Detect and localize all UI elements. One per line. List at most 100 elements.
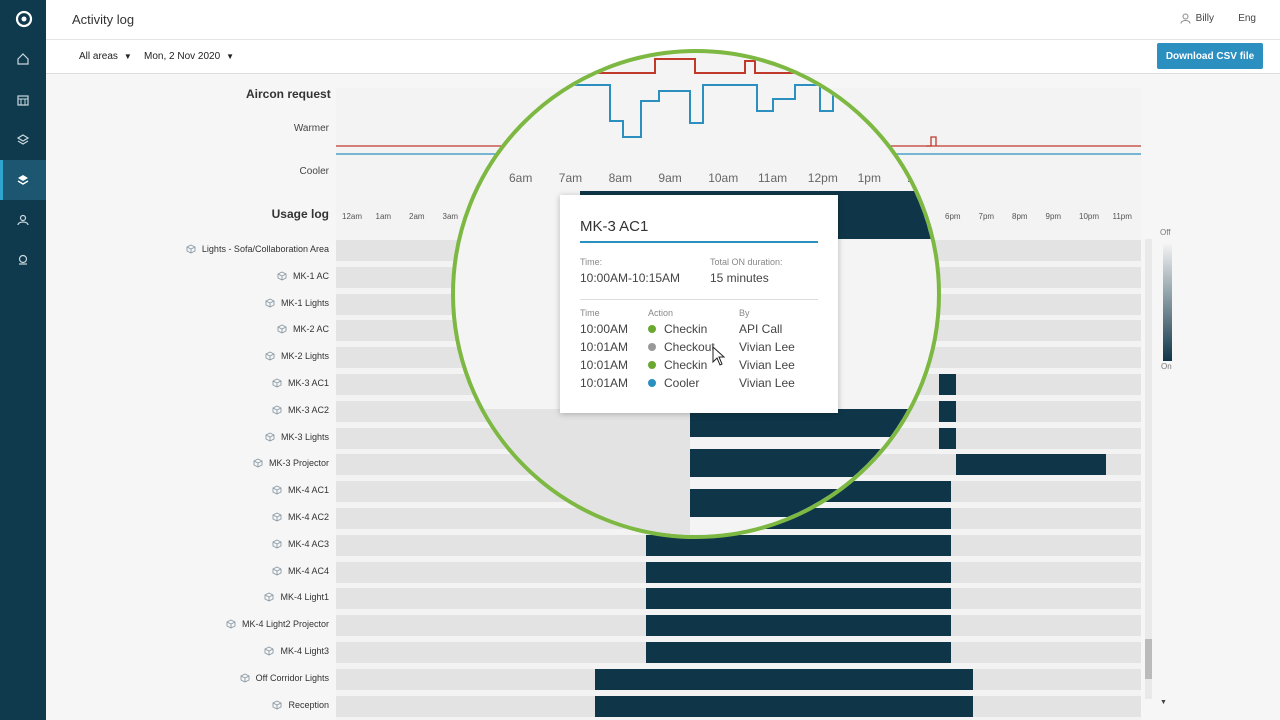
hour-tick-label: 8pm: [1012, 212, 1028, 221]
usage-row-label[interactable]: MK-3 AC2: [166, 405, 329, 415]
tooltip-col-time: Time: [580, 308, 600, 318]
cube-icon: [277, 324, 287, 334]
caret-down-icon: ▼: [226, 52, 235, 61]
usage-row-name: MK-3 AC1: [287, 378, 329, 388]
cube-icon: [273, 700, 282, 710]
usage-row-name: MK-4 AC2: [287, 512, 329, 522]
usage-row-name: Off Corridor Lights: [255, 672, 329, 683]
cube-icon: [265, 432, 275, 442]
cube-icon: [265, 351, 275, 361]
usage-on-bar[interactable]: [646, 561, 951, 583]
usage-on-bar[interactable]: [939, 427, 956, 449]
usage-row-name: MK-4 AC3: [287, 538, 329, 549]
hour-tick-label: 10pm: [1079, 212, 1100, 221]
usage-row-label[interactable]: MK-1 Lights: [166, 298, 329, 308]
usage-row-name: MK-3 Projector: [268, 458, 329, 469]
on-off-legend: [1163, 244, 1172, 361]
scrollbar-thumb[interactable]: [1145, 639, 1152, 679]
magnified-hour-label: 12pm: [807, 171, 838, 185]
magnified-hour-label: 10am: [708, 171, 739, 185]
tooltip-separator: [580, 299, 818, 300]
tooltip-event-action: Checkin: [648, 358, 707, 372]
usage-row-label[interactable]: MK-3 Lights: [166, 432, 329, 442]
tooltip-event-time: 10:01AM: [580, 376, 629, 390]
magnified-track: [455, 409, 690, 535]
usage-row-label[interactable]: MK-4 AC4: [166, 566, 329, 576]
hour-tick-label: 11pm: [1112, 212, 1132, 221]
cube-icon: [272, 485, 282, 495]
magnified-bar: [690, 449, 930, 477]
usage-row-label[interactable]: MK-4 AC2: [166, 512, 329, 522]
usage-row-label[interactable]: MK-4 AC1: [166, 485, 329, 495]
tooltip-col-by: By: [739, 308, 750, 318]
language-selector[interactable]: Eng: [1238, 13, 1256, 24]
magnified-bar: [690, 489, 930, 517]
magnified-bar: [690, 409, 930, 437]
scroll-down-arrow-icon[interactable]: ▼: [1160, 699, 1167, 706]
nav-location[interactable]: [0, 240, 46, 280]
usage-row-label[interactable]: MK-2 AC: [166, 324, 329, 334]
layers-icon: [16, 134, 30, 145]
usage-on-bar[interactable]: [939, 374, 956, 395]
layers-active-icon: [17, 175, 29, 185]
area-dropdown[interactable]: All areas ▼: [79, 51, 132, 62]
magnified-warmer-line: [565, 58, 835, 74]
warmer-spike: [926, 136, 937, 147]
page-title: Activity log: [72, 12, 135, 27]
tooltip-event-time: 10:01AM: [580, 340, 629, 354]
magnified-hour-label: 7am: [558, 171, 583, 185]
usage-row-label[interactable]: MK-3 AC1: [166, 378, 329, 388]
cube-icon: [272, 378, 282, 388]
status-dot-icon: [648, 379, 656, 387]
download-csv-button[interactable]: Download CSV file: [1157, 43, 1263, 69]
usage-on-bar[interactable]: [939, 400, 956, 422]
magnified-aircon-lines: [565, 58, 835, 138]
date-dropdown[interactable]: Mon, 2 Nov 2020 ▼: [144, 51, 234, 62]
usage-row-label[interactable]: MK-4 AC3: [166, 539, 329, 549]
usage-on-bar[interactable]: [595, 668, 973, 690]
usage-on-bar[interactable]: [595, 695, 973, 717]
cube-icon: [253, 458, 263, 468]
app-logo-icon[interactable]: [15, 10, 33, 28]
sidebar: [0, 0, 46, 720]
usage-row-label[interactable]: MK-4 Light3: [166, 646, 329, 656]
usage-row-label[interactable]: Off Corridor Lights: [166, 673, 329, 683]
tooltip-duration-value: 15 minutes: [710, 271, 769, 285]
usage-row-label[interactable]: Reception: [166, 700, 329, 710]
usage-on-bar[interactable]: [646, 615, 951, 637]
tooltip-event-action: Cooler: [648, 376, 699, 390]
usage-on-bar[interactable]: [956, 454, 1106, 476]
usage-row-label[interactable]: Lights - Sofa/Collaboration Area: [166, 244, 329, 254]
usage-section-title: Usage log: [271, 207, 329, 221]
vertical-scrollbar[interactable]: [1145, 239, 1152, 699]
action-text: Checkin: [664, 322, 708, 336]
usage-row-label[interactable]: MK-4 Light1: [166, 592, 329, 602]
usage-on-bar[interactable]: [646, 642, 951, 663]
usage-on-bar[interactable]: [646, 588, 951, 610]
hour-tick-label: 7pm: [978, 212, 995, 221]
nav-activity-log[interactable]: [0, 160, 46, 200]
nav-people[interactable]: [0, 200, 46, 240]
warmer-label: Warmer: [293, 123, 329, 134]
usage-row-name: MK-1 Lights: [280, 297, 329, 308]
magnified-hour-label: 6am: [509, 171, 533, 185]
tooltip-divider: [580, 241, 818, 243]
usage-row-label[interactable]: MK-3 Projector: [166, 458, 329, 468]
usage-row-label[interactable]: MK-2 Lights: [166, 351, 329, 361]
user-menu[interactable]: Billy: [1180, 13, 1214, 24]
tooltip-time-value: 10:00AM-10:15AM: [580, 271, 681, 285]
usage-row-label[interactable]: MK-1 AC: [166, 271, 329, 281]
usage-row-name: MK-4 AC4: [287, 565, 329, 576]
status-dot-icon: [648, 343, 656, 351]
legend-on-label: On: [1161, 362, 1172, 371]
caret-down-icon: ▼: [123, 52, 132, 61]
nav-home[interactable]: [0, 39, 46, 79]
date-dropdown-value: Mon, 2 Nov 2020: [144, 51, 221, 62]
magnified-hour-label: 9am: [658, 171, 682, 185]
usage-on-bar[interactable]: [646, 534, 951, 556]
usage-row-label[interactable]: MK-4 Light2 Projector: [166, 619, 329, 629]
nav-calendar[interactable]: [0, 80, 46, 120]
magnified-hour-label: 1pm: [857, 171, 881, 185]
magnified-hour-label: 11am: [758, 171, 788, 185]
nav-layers[interactable]: [0, 120, 46, 160]
